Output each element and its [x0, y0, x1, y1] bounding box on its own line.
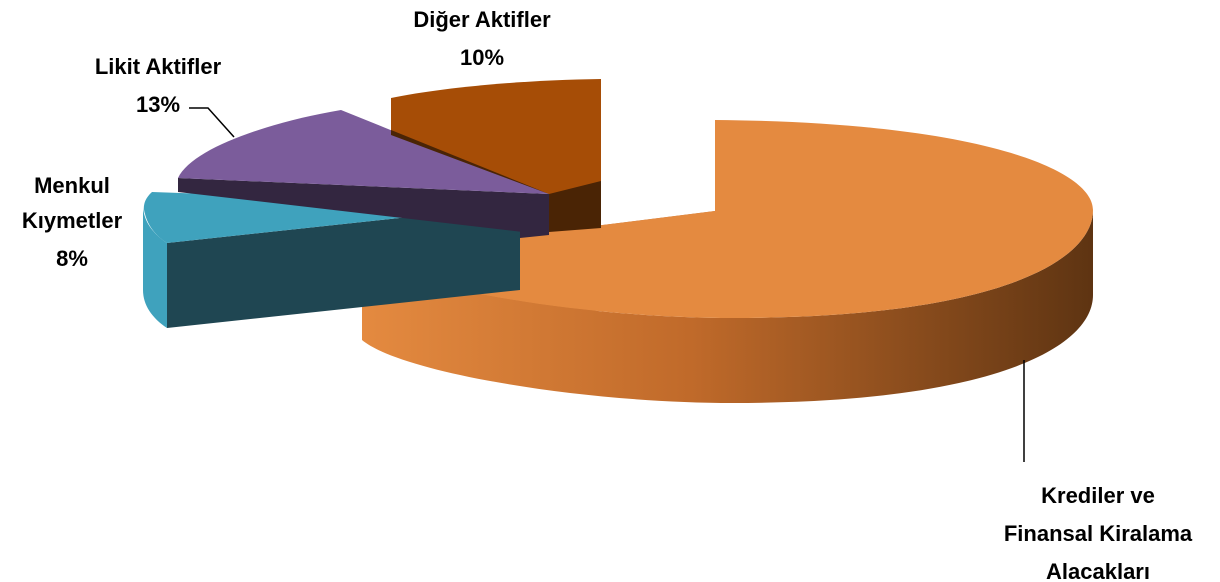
label-krediler-name-2: Finansal Kiralama	[1004, 521, 1193, 546]
label-diger-value: 10%	[460, 45, 504, 70]
slice-krediler	[362, 120, 1093, 403]
label-menkul-value: 8%	[56, 246, 88, 271]
slice-likit	[178, 110, 549, 238]
slice-diger-top	[391, 79, 601, 194]
slice-likit-inner	[520, 194, 549, 238]
label-menkul-name-2: Kıymetler	[22, 208, 123, 233]
leader-line-likit	[189, 107, 235, 138]
label-likit-value: 13%	[136, 92, 180, 117]
slice-likit-side	[178, 178, 549, 235]
slice-menkul-inner	[167, 205, 520, 328]
slice-diger	[391, 79, 601, 232]
label-krediler-name-1: Krediler ve	[1041, 483, 1155, 508]
slice-likit-top	[178, 110, 549, 194]
slice-krediler-top	[362, 120, 1093, 318]
label-menkul-name-1: Menkul	[34, 173, 110, 198]
label-diger-name: Diğer Aktifler	[413, 7, 551, 32]
slice-menkul-side	[143, 205, 167, 328]
slice-krediler-side	[362, 210, 1093, 403]
label-likit-name: Likit Aktifler	[95, 54, 222, 79]
label-krediler-name-3: Alacakları	[1046, 559, 1150, 582]
